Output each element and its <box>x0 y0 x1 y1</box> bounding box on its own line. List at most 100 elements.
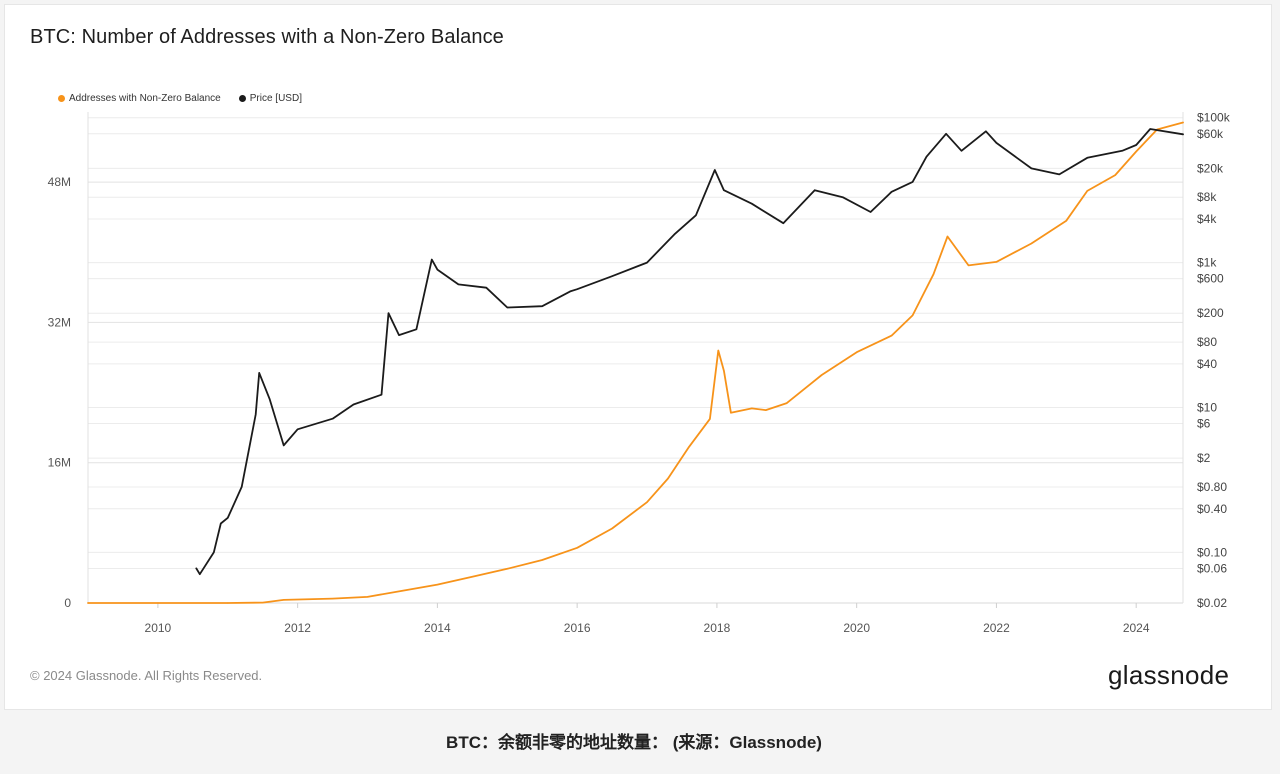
y-right-tick-label: $1k <box>1197 256 1217 270</box>
axes-layer <box>87 112 1184 608</box>
data-point-price <box>380 394 383 396</box>
data-point-addresses <box>946 235 949 238</box>
data-point-addresses <box>995 261 998 263</box>
y-right-tick-label: $0.40 <box>1197 502 1227 516</box>
data-point-price <box>541 305 543 307</box>
data-point-addresses <box>1114 174 1116 176</box>
data-point-price <box>269 398 271 400</box>
data-point-price <box>241 486 243 488</box>
x-tick-label: 2022 <box>983 621 1010 635</box>
data-point-price <box>723 189 725 191</box>
data-point-addresses <box>1135 150 1137 153</box>
legend-item-price[interactable]: Price [USD] <box>238 93 302 104</box>
data-point-price <box>457 283 459 285</box>
data-point-price <box>436 269 438 271</box>
data-point-addresses <box>765 409 767 411</box>
x-tick-label: 2024 <box>1123 621 1150 635</box>
y-right-tick-label: $8k <box>1197 190 1217 204</box>
data-point-addresses <box>1182 121 1184 124</box>
data-point-addresses <box>1086 190 1088 192</box>
data-point-price <box>695 214 697 216</box>
data-point-price <box>576 288 578 290</box>
data-point-addresses <box>751 407 753 409</box>
legend-item-addresses[interactable]: Addresses with Non-Zero Balance <box>58 93 221 104</box>
data-point-price <box>387 312 390 314</box>
y-left-tick-label: 48M <box>48 175 71 189</box>
data-point-price <box>1149 128 1151 130</box>
data-point-price <box>1086 157 1088 159</box>
data-point-price <box>674 233 676 235</box>
y-right-tick-label: $60k <box>1197 127 1224 141</box>
data-point-addresses <box>157 602 159 604</box>
data-point-price <box>842 196 844 198</box>
data-point-addresses <box>932 273 935 275</box>
glassnode-logo: glassnode <box>1108 660 1230 690</box>
legend-label-addresses: Addresses with Non-Zero Balance <box>69 93 221 104</box>
data-point-price <box>1030 167 1032 169</box>
data-point-price <box>415 328 417 330</box>
data-point-price <box>283 444 285 446</box>
x-tick-label: 2010 <box>145 621 172 635</box>
y-right-tick-label: $10 <box>1197 400 1217 414</box>
y-right-tick-label: $6 <box>1197 417 1211 431</box>
data-point-addresses <box>471 576 473 578</box>
data-point-price <box>195 567 197 570</box>
data-point-addresses <box>891 335 893 337</box>
labels-layer: 0 16M 32M 48M $100k $60k $20k $8k $4k $1k $600 $200… <box>48 111 1231 635</box>
chart-card <box>4 4 1272 710</box>
data-point-addresses <box>1065 220 1067 222</box>
data-point-price <box>912 181 914 183</box>
data-point-price <box>485 287 487 289</box>
legend-label-price: Price [USD] <box>249 93 302 104</box>
y-right-tick-label: $600 <box>1197 272 1224 286</box>
data-point-addresses <box>821 374 823 376</box>
data-point-price <box>332 418 334 420</box>
data-point-addresses <box>576 547 578 549</box>
data-point-price <box>995 142 998 144</box>
data-point-addresses <box>730 412 732 414</box>
data-point-price <box>213 551 215 554</box>
data-point-addresses <box>717 349 719 352</box>
data-point-price <box>814 189 816 191</box>
data-point-addresses <box>262 602 264 604</box>
data-point-addresses <box>786 402 788 404</box>
data-point-price <box>1058 173 1060 175</box>
series-line-addresses <box>87 121 1184 604</box>
data-point-addresses <box>283 599 285 601</box>
copyright-text: © 2024 Glassnode. All Rights Reserved. <box>30 668 263 683</box>
y-right-tick-label: $100k <box>1197 111 1231 125</box>
data-point-addresses <box>506 568 508 570</box>
chart-legend: Addresses with Non-Zero Balance Price [U… <box>58 93 302 104</box>
data-point-addresses <box>967 264 970 266</box>
data-point-price <box>1182 133 1184 135</box>
y-left-tick-label: 32M <box>48 315 71 329</box>
data-point-price <box>199 573 201 575</box>
data-point-price <box>945 133 947 135</box>
data-point-price <box>569 290 571 292</box>
data-point-price <box>782 222 784 224</box>
x-tick-label: 2018 <box>704 621 731 635</box>
data-point-price <box>506 306 508 309</box>
y-right-tick-label: $2 <box>1197 451 1211 465</box>
y-right-tick-label: $20k <box>1197 161 1224 175</box>
data-point-price <box>255 413 257 416</box>
series-line-price <box>195 128 1184 576</box>
grid-layer <box>88 117 1183 604</box>
data-point-addresses <box>688 446 690 448</box>
data-point-addresses <box>401 590 404 592</box>
data-point-price <box>925 156 928 158</box>
y-right-tick-label: $0.06 <box>1197 561 1227 575</box>
data-point-addresses <box>667 477 669 480</box>
y-right-tick-label: $40 <box>1197 357 1217 371</box>
data-point-price <box>891 191 893 193</box>
data-point-addresses <box>709 418 711 420</box>
data-point-addresses <box>856 351 858 353</box>
data-point-addresses <box>227 602 229 604</box>
data-point-price <box>227 517 229 519</box>
data-point-price <box>870 211 872 213</box>
y-right-tick-label: $0.02 <box>1197 596 1227 610</box>
data-point-addresses <box>541 559 543 561</box>
x-tick-label: 2020 <box>843 621 870 635</box>
data-point-addresses <box>646 501 648 503</box>
data-point-price <box>960 150 963 152</box>
